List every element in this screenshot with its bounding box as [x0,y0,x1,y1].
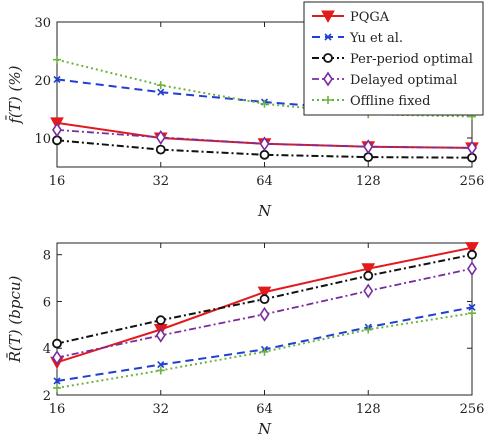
data-point [363,283,374,299]
series-per-period-optimal [52,249,477,349]
y-tick-label: 20 [34,74,51,89]
series-line [56,129,473,149]
x-tick-label: 16 [49,174,66,189]
data-point [155,144,166,155]
data-point [53,377,61,385]
x-tick-label: 16 [49,402,66,417]
y-tick-label: 6 [43,295,51,310]
data-point [364,325,373,334]
series-per-period-optimal [52,135,477,163]
y-tick-label: 30 [34,16,51,31]
legend-marker [321,10,335,24]
y-tick-label: 8 [43,249,51,264]
y-axis-label: R̄(T) (bpcu) [6,275,24,363]
legend-label: Delayed optimal [350,73,457,88]
legend-entry: Yu et al. [312,31,403,46]
x-tick-label: 64 [256,402,273,417]
legend-marker [323,53,333,63]
series-delayed-optimal [52,261,477,366]
legend: PQGA Yu et al. Per-period optimal Delayed o… [303,1,484,116]
data-point [52,135,62,146]
x-tick-label: 32 [152,402,169,417]
data-point [156,366,165,375]
data-point [363,152,374,163]
data-point [155,129,166,145]
data-point [259,294,270,305]
x-tick-label: 64 [256,174,273,189]
data-point [53,75,61,83]
y-tick-label: 4 [43,342,51,357]
data-point [53,383,61,392]
series-offline-fixed [53,309,476,392]
legend-marker [324,96,332,104]
legend-entry: Delayed optimal [312,71,457,88]
data-point [260,99,269,108]
series-delayed-optimal [52,122,477,156]
x-tick-label: 256 [460,402,485,417]
data-point [155,315,166,326]
data-point [363,270,374,281]
legend-label: PQGA [350,10,390,25]
legend-entry: Per-period optimal [312,52,473,67]
data-point [361,263,376,276]
data-point [259,136,270,152]
data-point [52,122,62,138]
data-point [259,149,270,160]
legend-marker [323,71,333,87]
data-point [467,261,477,277]
data-point [260,347,269,356]
legend-label: Per-period optimal [350,52,473,67]
y-tick-label: 10 [34,132,51,147]
data-point [156,81,165,90]
data-point [52,338,62,349]
data-point [468,303,476,311]
x-tick-label: 256 [460,174,485,189]
data-point [155,327,166,343]
data-point [257,286,272,300]
x-axis-label: N [257,202,272,220]
data-point [53,55,61,64]
legend-entry: Offline fixed [312,94,430,109]
data-point [259,306,270,322]
data-point [363,139,374,155]
y-tick-label: 2 [43,389,51,404]
data-point [468,309,476,318]
legend-marker [324,33,332,41]
legend-label: Yu et al. [349,31,403,46]
legend-label: Offline fixed [350,94,430,109]
series-line [56,139,473,159]
x-tick-label: 128 [356,402,381,417]
subplot-2: 16 32 64 128 256 2 4 6 8 N R̄(T) (bpcu) [6,242,485,438]
data-point [467,140,477,156]
data-point [157,88,165,96]
legend-entry: PQGA [312,10,390,25]
x-tick-label: 32 [152,174,169,189]
x-tick-label: 128 [356,174,381,189]
data-point [52,350,62,366]
data-point [467,249,477,260]
subplot-1: 16 32 64 128 256 10 20 30 Nf̄(T) (%) [6,16,485,220]
data-point [465,242,479,255]
data-point [157,361,165,369]
y-axis-label: f̄(T) (%) [6,65,24,124]
x-axis-label: N [257,420,272,438]
